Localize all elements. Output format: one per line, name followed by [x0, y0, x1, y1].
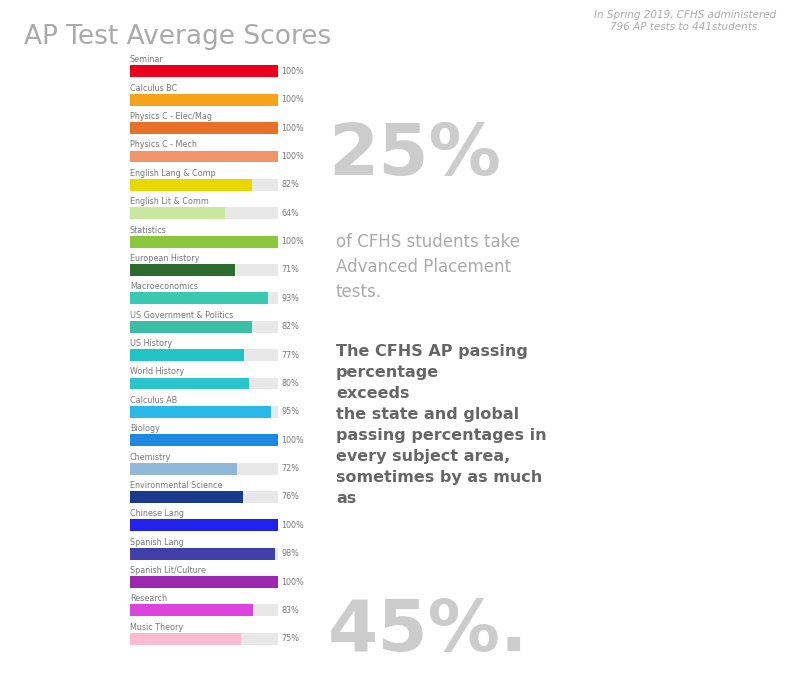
Text: 100%: 100% [282, 67, 304, 76]
Text: Seminar: Seminar [130, 55, 164, 64]
Text: In Spring 2019, CFHS administered
796 AP tests to 441students.: In Spring 2019, CFHS administered 796 AP… [594, 10, 776, 32]
Text: AP Test Average Scores: AP Test Average Scores [24, 24, 331, 50]
Bar [130, 236, 278, 248]
Bar [130, 349, 278, 361]
Text: 100%: 100% [282, 521, 304, 530]
Text: Macroeconomics: Macroeconomics [130, 282, 198, 292]
Text: 72%: 72% [282, 464, 299, 473]
Text: 98%: 98% [282, 549, 299, 558]
Bar [130, 434, 278, 446]
Text: 76%: 76% [282, 493, 299, 502]
Bar [130, 605, 253, 616]
Text: 82%: 82% [282, 180, 299, 190]
Text: Statistics: Statistics [130, 225, 166, 234]
Bar [130, 377, 249, 389]
Bar [130, 576, 278, 588]
Text: 71%: 71% [282, 265, 299, 275]
Bar [130, 151, 278, 163]
Text: 45%.: 45%. [328, 597, 529, 666]
Bar [130, 151, 278, 163]
Text: Spanish Lang: Spanish Lang [130, 537, 184, 547]
Bar [130, 179, 278, 191]
Bar [130, 491, 242, 503]
Text: 64%: 64% [282, 209, 299, 218]
Text: Chinese Lang: Chinese Lang [130, 509, 184, 518]
Text: Physics C - Mech: Physics C - Mech [130, 140, 197, 149]
Bar [130, 264, 235, 276]
Bar [130, 633, 278, 645]
Bar [130, 65, 278, 78]
Text: Biology: Biology [130, 424, 160, 433]
Text: 100%: 100% [282, 95, 304, 104]
Text: 25%: 25% [328, 122, 501, 190]
Text: Physics C - Elec/Mag: Physics C - Elec/Mag [130, 112, 212, 121]
Text: Environmental Science: Environmental Science [130, 481, 222, 490]
Bar [130, 122, 278, 134]
Text: of CFHS students take
Advanced Placement
tests.: of CFHS students take Advanced Placement… [336, 233, 520, 301]
Text: 100%: 100% [282, 124, 304, 132]
Text: English Lit & Comm: English Lit & Comm [130, 197, 209, 206]
Text: 100%: 100% [282, 237, 304, 246]
Bar [130, 547, 278, 560]
Bar [130, 605, 278, 616]
Bar [130, 321, 252, 333]
Bar [130, 179, 252, 191]
Text: European History: European History [130, 254, 199, 263]
Text: US Government & Politics: US Government & Politics [130, 310, 234, 320]
Bar [130, 292, 278, 304]
Bar [130, 236, 278, 248]
Text: 100%: 100% [282, 436, 304, 445]
Bar [130, 292, 268, 304]
Text: Spanish Lit/Culture: Spanish Lit/Culture [130, 566, 206, 575]
Bar [130, 406, 278, 418]
Bar [130, 519, 278, 531]
Text: Music Theory: Music Theory [130, 623, 183, 632]
Bar [130, 65, 278, 78]
Bar [130, 519, 278, 531]
Text: Research: Research [130, 595, 167, 603]
Text: World History: World History [130, 367, 184, 377]
Text: US History: US History [130, 339, 172, 348]
Text: The CFHS AP passing
percentage
exceeds
the state and global
passing percentages : The CFHS AP passing percentage exceeds t… [336, 344, 546, 506]
Bar [130, 349, 244, 361]
Bar [130, 321, 278, 333]
Text: 83%: 83% [282, 606, 299, 615]
Text: 93%: 93% [282, 294, 299, 303]
Bar [130, 434, 278, 446]
Bar [130, 94, 278, 106]
Text: 82%: 82% [282, 322, 299, 331]
Bar [130, 576, 278, 588]
Bar [130, 633, 242, 645]
Text: 100%: 100% [282, 578, 304, 587]
Bar [130, 462, 237, 475]
Text: Calculus BC: Calculus BC [130, 84, 178, 92]
Bar [130, 207, 278, 219]
Text: English Lang & Comp: English Lang & Comp [130, 169, 216, 178]
Bar [130, 377, 278, 389]
Text: 95%: 95% [282, 407, 299, 416]
Bar [130, 406, 271, 418]
Bar [130, 264, 278, 276]
Text: 100%: 100% [282, 152, 304, 161]
Bar [130, 462, 278, 475]
Bar [130, 547, 275, 560]
Text: Chemistry: Chemistry [130, 452, 171, 462]
Bar [130, 207, 225, 219]
Text: 80%: 80% [282, 379, 299, 388]
Text: 77%: 77% [282, 350, 299, 360]
Bar [130, 94, 278, 106]
Text: Calculus AB: Calculus AB [130, 396, 178, 405]
Bar [130, 122, 278, 134]
Bar [130, 491, 278, 503]
Text: 75%: 75% [282, 634, 299, 643]
